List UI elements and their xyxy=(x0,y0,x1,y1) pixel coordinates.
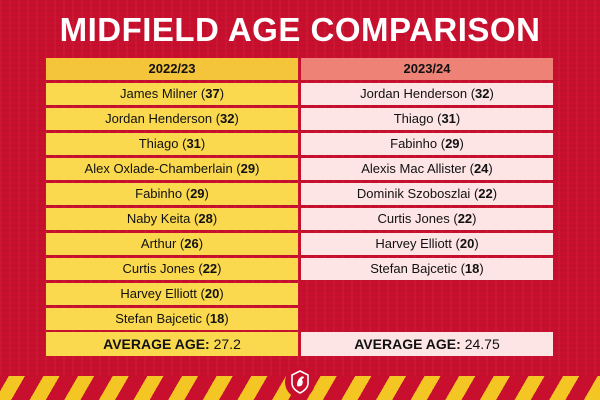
average-age-2023-24: AVERAGE AGE: 24.75 xyxy=(301,332,553,356)
player-row: Curtis Jones (22) xyxy=(301,208,553,230)
player-row: Stefan Bajcetic (18) xyxy=(46,308,298,330)
player-row: Naby Keita (28) xyxy=(46,208,298,230)
player-row: Stefan Bajcetic (18) xyxy=(301,258,553,280)
player-row: Fabinho (29) xyxy=(46,183,298,205)
player-name: Dominik Szoboszlai xyxy=(356,186,471,201)
player-row: Jordan Henderson (32) xyxy=(46,108,298,130)
player-age: 24 xyxy=(473,161,489,176)
player-row: James Milner (37) xyxy=(46,83,298,105)
average-age-label: AVERAGE AGE: xyxy=(103,336,210,352)
player-age: 22 xyxy=(457,211,473,226)
player-name: Alexis Mac Allister xyxy=(361,161,466,176)
player-row: Harvey Elliott (20) xyxy=(301,233,553,255)
player-row: Fabinho (29) xyxy=(301,133,553,155)
player-row: Harvey Elliott (20) xyxy=(46,283,298,305)
player-row: Jordan Henderson (32) xyxy=(301,83,553,105)
season-column-2023-24: 2023/24 Jordan Henderson (32) Thiago (31… xyxy=(301,58,553,283)
player-name: Harvey Elliott xyxy=(120,286,197,301)
season-column-2022-23: 2022/23 James Milner (37) Jordan Henders… xyxy=(46,58,298,333)
player-age: 18 xyxy=(209,311,225,326)
liverbird-crest-icon xyxy=(285,366,315,398)
player-age: 32 xyxy=(475,86,490,101)
player-row: Thiago (31) xyxy=(46,133,298,155)
player-name: Fabinho xyxy=(135,186,183,201)
player-age: 29 xyxy=(445,136,460,151)
player-name: Stefan Bajcetic xyxy=(370,261,457,276)
player-age: 28 xyxy=(198,211,213,226)
player-name: Fabinho xyxy=(390,136,438,151)
player-age: 20 xyxy=(459,236,475,251)
player-name: James Milner xyxy=(119,86,198,101)
player-row: Dominik Szoboszlai (22) xyxy=(301,183,553,205)
player-age: 32 xyxy=(220,111,235,126)
page-title: MIDFIELD AGE COMPARISON xyxy=(59,11,541,48)
player-name: Harvey Elliott xyxy=(375,236,452,251)
player-name: Thiago xyxy=(138,136,179,151)
player-name: Naby Keita xyxy=(126,211,191,226)
player-age: 31 xyxy=(186,136,201,151)
player-row: Arthur (26) xyxy=(46,233,298,255)
player-age: 29 xyxy=(190,186,205,201)
player-name: Thiago xyxy=(393,111,434,126)
player-age: 26 xyxy=(184,236,199,251)
average-age-value: 27.2 xyxy=(213,336,241,352)
player-age: 31 xyxy=(441,111,456,126)
average-age-label: AVERAGE AGE: xyxy=(354,336,461,352)
player-row: Alex Oxlade-Chamberlain (29) xyxy=(46,158,298,180)
player-row: Curtis Jones (22) xyxy=(46,258,298,280)
player-name: Arthur xyxy=(140,236,177,251)
column-header: 2022/23 xyxy=(46,58,298,80)
player-age: 22 xyxy=(478,186,493,201)
column-header: 2023/24 xyxy=(301,58,553,80)
player-row: Alexis Mac Allister (24) xyxy=(301,158,553,180)
player-name: Jordan Henderson xyxy=(360,86,468,101)
player-name: Curtis Jones xyxy=(377,211,450,226)
average-age-value: 24.75 xyxy=(464,336,500,352)
player-name: Stefan Bajcetic xyxy=(115,311,202,326)
player-name: Alex Oxlade-Chamberlain xyxy=(84,161,233,176)
player-name: Curtis Jones xyxy=(122,261,195,276)
player-age: 22 xyxy=(202,261,218,276)
player-age: 18 xyxy=(464,261,480,276)
player-age: 20 xyxy=(204,286,220,301)
player-row: Thiago (31) xyxy=(301,108,553,130)
average-age-2022-23: AVERAGE AGE: 27.2 xyxy=(46,332,298,356)
player-age: 37 xyxy=(205,86,220,101)
player-name: Jordan Henderson xyxy=(105,111,213,126)
player-age: 29 xyxy=(240,161,256,176)
